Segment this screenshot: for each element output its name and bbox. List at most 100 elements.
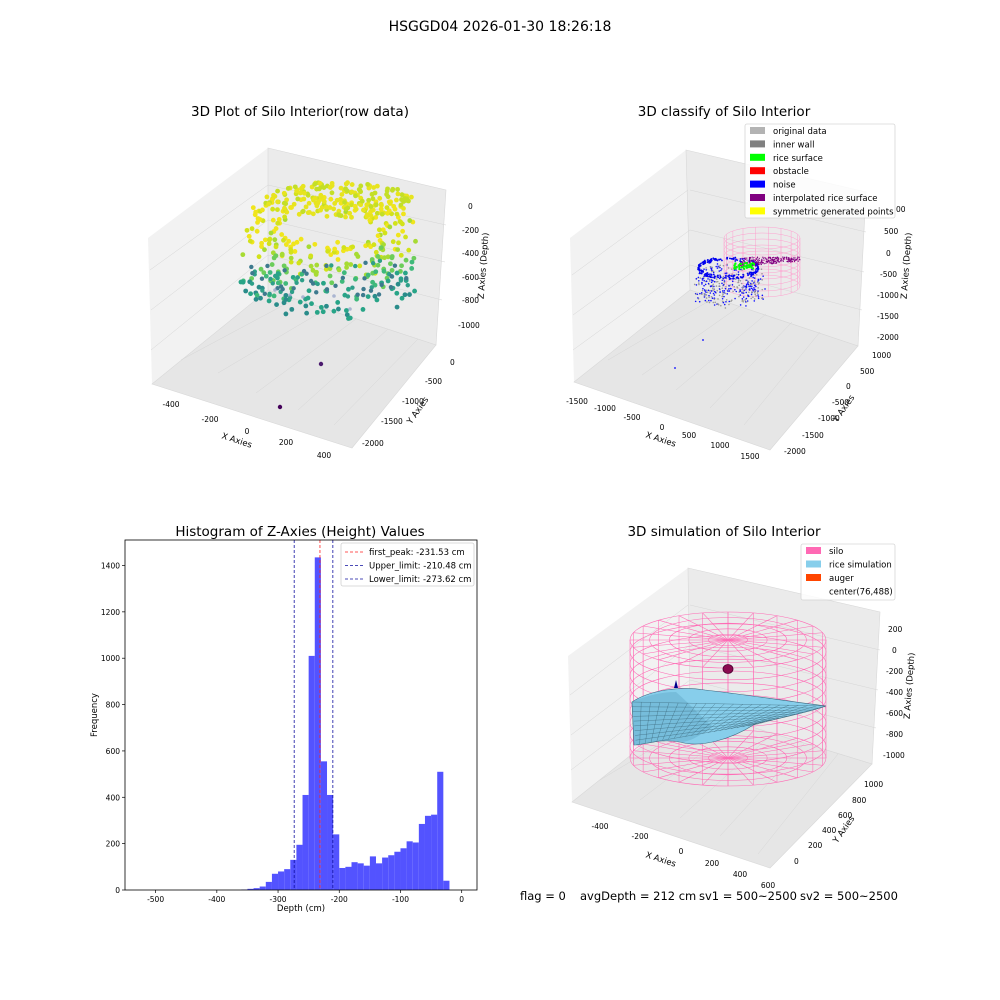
- classify-point: [762, 257, 764, 259]
- raw-data-point: [377, 258, 383, 264]
- raw-data-point: [255, 220, 260, 225]
- classify-point: [741, 288, 743, 291]
- histogram-bar: [327, 794, 334, 890]
- classify-point: [748, 291, 750, 294]
- classify-point: [748, 265, 751, 268]
- raw-data-point: [384, 205, 390, 210]
- simulation-legend: silo rice simulation auger center(76,488): [800, 543, 896, 601]
- raw-data-point: [329, 180, 335, 186]
- raw-data-point: [275, 188, 280, 194]
- histogram-legend-label: Lower_limit: -273.62 cm: [369, 575, 471, 585]
- raw-z-tick: -800: [462, 296, 479, 305]
- classify-point: [705, 267, 707, 269]
- classify-point: [735, 265, 738, 269]
- raw-data-point: [275, 220, 281, 226]
- classify-point: [741, 276, 744, 279]
- raw-data-point: [300, 209, 305, 215]
- classify-point: [774, 257, 776, 259]
- histogram-bar: [418, 823, 425, 890]
- raw-data-point: [377, 195, 383, 201]
- silo-spoke: [678, 639, 729, 665]
- classify-point: [719, 291, 721, 293]
- classify-point: [705, 297, 708, 299]
- raw-data-point: [347, 315, 353, 321]
- simulation-x-tick: 0: [679, 847, 684, 856]
- classify-point: [738, 295, 740, 298]
- raw-data-point: [297, 190, 303, 196]
- simulation-panel: 3D simulation of Silo Interior -400 -200…: [520, 524, 917, 903]
- classify-point: [745, 291, 748, 294]
- raw-data-point: [270, 281, 275, 286]
- classify-point: [758, 259, 761, 261]
- classify-point: [718, 282, 721, 285]
- raw-data-point: [329, 280, 335, 286]
- rice-mesh-line: [708, 704, 753, 733]
- raw-data-point: [249, 226, 255, 232]
- classify-point: [699, 292, 701, 295]
- silo-spoke: [643, 625, 729, 641]
- classify-point: [761, 279, 763, 281]
- classify-point: [733, 274, 736, 277]
- raw-data-point: [389, 273, 394, 279]
- raw-data-point: [401, 211, 406, 217]
- raw-data-point: [354, 296, 360, 302]
- legend-label: obstacle: [773, 167, 809, 177]
- classify-point: [745, 285, 748, 287]
- classify-point: [772, 256, 775, 258]
- classify-point: [734, 297, 736, 300]
- raw-data-point: [353, 276, 358, 282]
- histogram-y-tick: 1000: [101, 654, 120, 663]
- raw-data-point: [344, 312, 350, 318]
- silo-spoke: [727, 730, 754, 759]
- rice-mesh-line: [696, 703, 734, 735]
- classify-point: [782, 256, 784, 258]
- classify-point: [746, 259, 748, 261]
- classify-point: [708, 280, 711, 282]
- classify-z-tick: -1000: [877, 291, 899, 300]
- classify-point: [710, 274, 713, 276]
- raw-data-point: [338, 213, 344, 219]
- raw-data-point: [335, 257, 341, 262]
- classify-point: [754, 293, 757, 296]
- raw-data-point: [409, 266, 415, 271]
- classify-point: [712, 283, 715, 286]
- classify-point: [724, 276, 726, 279]
- classify-point: [746, 282, 749, 284]
- raw-data-point: [331, 206, 337, 212]
- raw-data-point: [275, 207, 280, 212]
- histogram-bar: [412, 842, 419, 890]
- histogram-y-tick: 200: [106, 840, 121, 849]
- classify-point: [728, 285, 730, 287]
- classify-point: [754, 259, 756, 261]
- histogram-panel: Histogram of Z-Axies (Height) Values -50…: [90, 524, 478, 914]
- silo-spoke: [633, 757, 729, 766]
- raw-data-point: [365, 294, 371, 300]
- classify-point: [722, 278, 725, 281]
- raw-data-point: [296, 260, 302, 266]
- raw-data-point: [273, 244, 279, 250]
- legend-swatch: [750, 167, 765, 175]
- classify-z-tick: 500: [884, 227, 899, 236]
- classify-point: [786, 258, 788, 260]
- classify-point: [706, 261, 709, 264]
- raw-data-point: [288, 249, 294, 255]
- silo-top-ring: [668, 622, 788, 658]
- classify-point: [756, 256, 759, 258]
- raw-data-point: [344, 308, 349, 313]
- classify-point: [703, 275, 705, 278]
- classify-x-tick: 500: [682, 431, 697, 440]
- classify-point: [698, 283, 700, 286]
- classify-point: [719, 276, 722, 279]
- classify-point: [775, 257, 777, 260]
- raw-data-point: [281, 237, 286, 243]
- classify-point: [772, 259, 775, 261]
- classify-point: [770, 258, 773, 260]
- classify-y-tick: 500: [860, 367, 875, 376]
- raw-data-point: [321, 185, 327, 190]
- classify-point: [750, 272, 753, 275]
- classify-point: [728, 288, 730, 290]
- histogram-bar: [247, 888, 254, 890]
- classify-point: [707, 299, 710, 302]
- raw-data-point: [403, 257, 409, 263]
- classify-x-tick: 1000: [710, 441, 729, 450]
